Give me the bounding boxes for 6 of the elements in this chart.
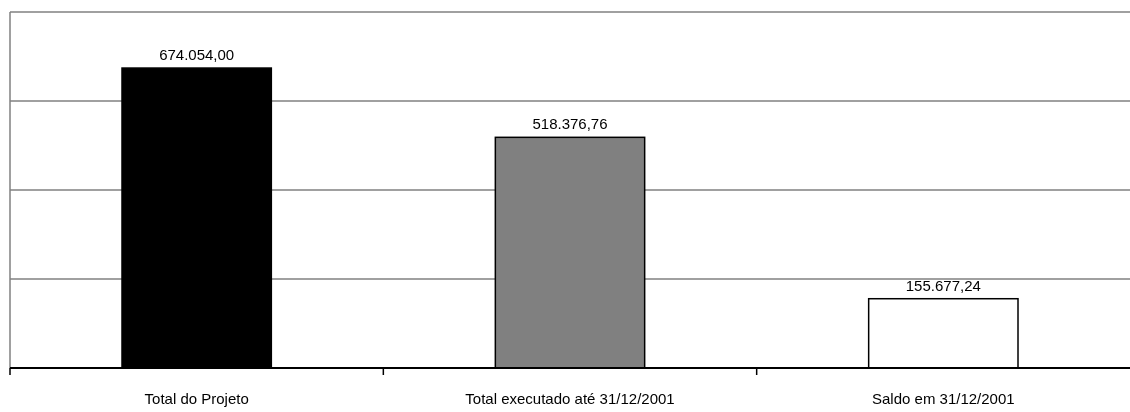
x-tick-label: Total executado até 31/12/2001 (465, 390, 675, 407)
x-tick-label: Saldo em 31/12/2001 (872, 390, 1015, 407)
data-label: 674.054,00 (159, 46, 235, 64)
data-label: 155.677,24 (905, 276, 981, 294)
data-label: 518.376,76 (532, 115, 608, 133)
x-tick-label: Total do Projeto (144, 390, 249, 407)
